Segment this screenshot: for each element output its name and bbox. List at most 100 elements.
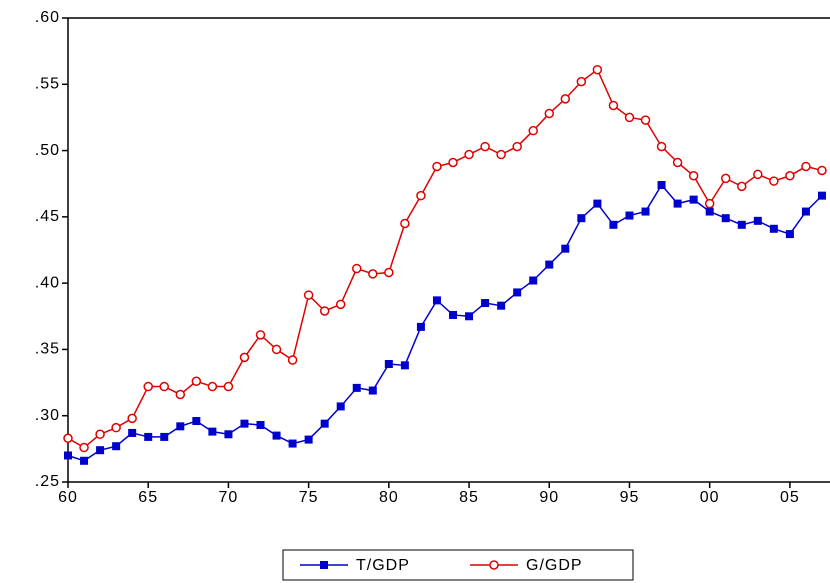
point-marker xyxy=(335,299,346,310)
y-tick-label: .55 xyxy=(35,76,60,93)
point-marker xyxy=(320,419,329,428)
point-marker xyxy=(801,207,810,216)
point-marker xyxy=(271,344,282,355)
point-marker xyxy=(657,181,666,190)
point-marker xyxy=(240,419,249,428)
point-marker xyxy=(191,376,202,386)
point-marker xyxy=(192,417,201,426)
point-marker xyxy=(159,381,170,392)
point-marker xyxy=(528,125,538,136)
point-marker xyxy=(448,157,458,168)
point-marker xyxy=(656,141,667,152)
point-marker xyxy=(143,381,153,392)
point-marker xyxy=(480,141,490,152)
point-marker xyxy=(608,100,619,111)
point-marker xyxy=(175,389,186,400)
point-marker xyxy=(319,306,330,316)
point-marker xyxy=(336,402,345,411)
point-marker xyxy=(737,220,746,229)
point-marker xyxy=(288,439,297,448)
point-marker xyxy=(481,299,490,308)
point-marker xyxy=(513,288,522,297)
point-marker xyxy=(704,198,715,209)
legend-label: T/GDP xyxy=(356,557,410,574)
y-tick-label: .45 xyxy=(35,208,60,225)
point-marker xyxy=(753,169,763,180)
point-marker xyxy=(112,442,121,451)
x-tick-label: 90 xyxy=(539,489,559,506)
point-marker xyxy=(255,330,266,340)
point-marker xyxy=(561,244,570,253)
point-marker xyxy=(721,214,730,223)
point-marker xyxy=(544,108,555,119)
point-marker xyxy=(817,165,827,176)
point-marker xyxy=(737,181,747,192)
point-marker xyxy=(64,451,72,460)
point-marker xyxy=(769,176,779,186)
point-marker xyxy=(672,157,683,168)
point-marker xyxy=(384,267,394,278)
y-tick-label: .25 xyxy=(35,473,60,490)
point-marker xyxy=(272,431,281,440)
point-marker xyxy=(63,433,73,444)
point-marker xyxy=(400,218,410,229)
point-marker xyxy=(368,269,378,279)
point-marker xyxy=(817,191,826,200)
point-marker xyxy=(705,207,714,216)
point-marker xyxy=(239,352,250,363)
point-marker xyxy=(79,442,89,453)
point-marker xyxy=(560,94,571,104)
x-tick-label: 75 xyxy=(299,489,319,506)
point-marker xyxy=(111,422,121,433)
point-marker xyxy=(96,446,105,455)
point-marker xyxy=(80,456,89,465)
y-tick-label: .60 xyxy=(35,9,60,26)
point-marker xyxy=(496,149,506,160)
point-marker xyxy=(432,161,442,172)
point-marker xyxy=(625,211,634,220)
point-marker xyxy=(512,141,522,152)
legend-marker xyxy=(489,560,499,570)
point-marker xyxy=(352,383,361,392)
point-marker xyxy=(304,435,313,444)
point-marker xyxy=(352,263,362,274)
point-marker xyxy=(224,430,233,439)
point-marker xyxy=(303,290,314,300)
point-marker xyxy=(144,432,153,441)
x-tick-label: 95 xyxy=(620,489,640,506)
x-tick-label: 70 xyxy=(219,489,239,506)
point-marker xyxy=(689,195,698,204)
point-marker xyxy=(368,386,377,395)
point-marker xyxy=(416,190,426,201)
point-marker xyxy=(641,207,650,216)
point-marker xyxy=(576,76,587,87)
point-marker xyxy=(160,432,169,441)
point-marker xyxy=(95,429,105,440)
point-marker xyxy=(432,296,441,305)
point-marker xyxy=(416,322,425,331)
y-tick-label: .40 xyxy=(35,274,60,291)
legend-label: G/GDP xyxy=(526,557,583,574)
point-marker xyxy=(287,355,298,365)
point-marker xyxy=(465,312,474,321)
point-marker xyxy=(529,276,538,285)
x-tick-label: 05 xyxy=(780,489,800,506)
point-marker xyxy=(640,115,651,125)
y-tick-label: .30 xyxy=(35,407,60,424)
y-tick-label: .50 xyxy=(35,142,60,159)
point-marker xyxy=(592,64,603,75)
point-marker xyxy=(207,381,218,392)
legend-marker xyxy=(320,561,328,569)
point-marker xyxy=(769,224,778,233)
point-marker xyxy=(609,220,618,229)
point-marker xyxy=(801,161,811,172)
point-marker xyxy=(688,171,699,181)
point-marker xyxy=(785,171,795,181)
point-marker xyxy=(545,260,554,269)
point-marker xyxy=(785,230,794,239)
x-tick-label: 65 xyxy=(138,489,158,506)
point-marker xyxy=(593,199,602,208)
point-marker xyxy=(384,360,393,369)
x-tick-label: 60 xyxy=(58,489,78,506)
point-marker xyxy=(176,422,185,431)
